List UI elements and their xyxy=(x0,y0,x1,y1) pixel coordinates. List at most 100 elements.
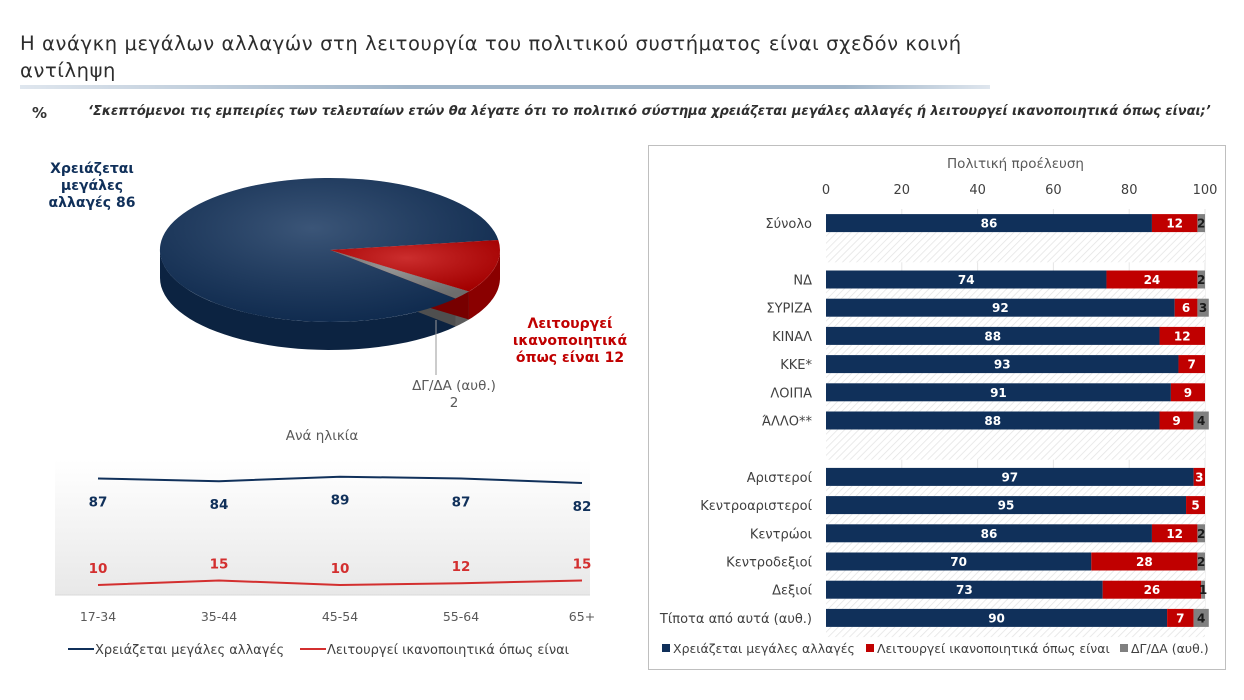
bar-segment-2 xyxy=(1193,608,1209,627)
chart-title: Ανά ηλικία xyxy=(286,428,359,444)
bar-value-label: 7 xyxy=(1176,611,1184,625)
bar-value-label: 12 xyxy=(1166,217,1183,231)
bar-segment-2 xyxy=(1197,552,1205,571)
bar-segment-1 xyxy=(1193,467,1205,486)
bar-value-label: 2 xyxy=(1197,527,1205,541)
bar-value-label: 5 xyxy=(1191,499,1199,513)
title-underline xyxy=(20,85,990,89)
data-label: 87 xyxy=(452,495,471,511)
row-label: Κεντροαριστεροί xyxy=(700,499,812,514)
pie-label-0: Χρειάζεται μεγάλες αλλαγές 86 xyxy=(49,161,136,211)
bar-value-label: 91 xyxy=(990,386,1007,400)
legend-label-1: Λειτουργεί ικανοποιητικά όπως είναι xyxy=(327,643,569,658)
row-band xyxy=(826,598,1205,609)
x-tick-label: 80 xyxy=(1121,183,1138,198)
bar-value-label: 7 xyxy=(1188,358,1196,372)
data-label: 15 xyxy=(573,557,592,573)
bar-segment-1 xyxy=(1106,270,1198,289)
pie-label-1: Λειτουργεί ικανοποιητικά όπως είναι 12 xyxy=(513,316,628,366)
pie-chart: Χρειάζεται μεγάλες αλλαγές 86 Λειτουργεί ικα… xyxy=(49,161,628,411)
bar-value-label: 28 xyxy=(1136,555,1153,569)
spacer-row xyxy=(826,437,1205,460)
row-band xyxy=(826,316,1205,327)
bar-value-label: 88 xyxy=(984,329,1001,343)
bar-segment-0 xyxy=(826,355,1179,374)
bar-segment-2 xyxy=(1197,270,1205,289)
row-band xyxy=(826,344,1205,356)
bar-value-label: 4 xyxy=(1197,414,1205,428)
bar-segment-0 xyxy=(826,524,1152,543)
bar-value-label: 90 xyxy=(988,611,1005,625)
bar-value-label: 12 xyxy=(1174,329,1191,343)
chart-title: Πολιτική προέλευση xyxy=(947,156,1084,172)
row-band xyxy=(826,232,1205,243)
legend-label-2: ΔΓ/ΔΑ (αυθ.) xyxy=(1131,641,1209,656)
page-title: Η ανάγκη μεγάλων αλλαγών στη λειτουργία … xyxy=(20,32,962,82)
x-tick-label: 35-44 xyxy=(201,609,237,624)
data-label: 87 xyxy=(89,495,108,511)
data-label: 10 xyxy=(89,561,108,577)
row-band xyxy=(826,429,1205,440)
pie-label-line: 2 xyxy=(450,395,459,411)
bar-value-label: 24 xyxy=(1144,273,1161,287)
bar-segment-2 xyxy=(1197,214,1205,233)
bar-segment-1 xyxy=(1151,214,1198,233)
row-label: ΝΔ xyxy=(793,274,812,289)
row-label: ΛΟΙΠΑ xyxy=(770,386,812,401)
data-label: 82 xyxy=(573,499,592,515)
bar-segment-0 xyxy=(826,383,1171,402)
bar-segment-2 xyxy=(1197,298,1209,317)
row-band xyxy=(826,288,1205,299)
bar-value-label: 88 xyxy=(984,414,1001,428)
bar-value-label: 93 xyxy=(994,358,1011,372)
pie-label-line: ικανοποιητικά xyxy=(513,333,628,349)
bar-segment-0 xyxy=(826,580,1103,599)
row-band xyxy=(826,514,1205,525)
bar-segment-1 xyxy=(1186,496,1205,515)
bar-value-label: 2 xyxy=(1197,555,1205,569)
bar-segment-0 xyxy=(826,608,1168,627)
legend-swatch-2 xyxy=(1120,644,1128,652)
row-label: Κεντρώοι xyxy=(750,527,812,542)
x-tick-label: 100 xyxy=(1193,183,1218,198)
bar-segment-0 xyxy=(826,496,1187,515)
row-label: Αριστεροί xyxy=(747,471,813,486)
bar-segment-1 xyxy=(1151,524,1198,543)
bar-value-label: 70 xyxy=(950,555,967,569)
legend-label-0: Χρειάζεται μεγάλες αλλαγές xyxy=(95,643,284,658)
legend-label-0: Χρειάζεται μεγάλες αλλαγές xyxy=(673,641,855,656)
bar-segment-1 xyxy=(1091,552,1198,571)
legend-swatch-0 xyxy=(662,644,670,652)
bar-value-label: 97 xyxy=(1001,470,1018,484)
legend-swatch-1 xyxy=(866,644,874,652)
data-label: 15 xyxy=(210,557,229,573)
pie-side-1 xyxy=(468,250,500,320)
bar-value-label: 6 xyxy=(1182,301,1190,315)
pie-label-line: αλλαγές 86 xyxy=(49,195,136,211)
bar-segment-0 xyxy=(826,270,1107,289)
data-label: 12 xyxy=(452,559,471,575)
bar-value-label: 2 xyxy=(1197,217,1205,231)
bar-segment-0 xyxy=(826,298,1175,317)
bar-value-label: 86 xyxy=(981,527,998,541)
pie-label-line: μεγάλες xyxy=(61,178,123,194)
bar-segment-2 xyxy=(1193,411,1209,430)
bar-segment-0 xyxy=(826,552,1092,571)
bar-segment-1 xyxy=(1174,298,1198,317)
bar-value-label: 74 xyxy=(958,273,975,287)
bar-segment-1 xyxy=(1170,383,1205,402)
line-series-1 xyxy=(97,579,583,587)
row-label: Τίποτα από αυτά (αυθ.) xyxy=(659,612,812,627)
percent-symbol: % xyxy=(32,104,48,122)
bar-value-label: 95 xyxy=(998,499,1015,513)
x-tick-label: 40 xyxy=(969,183,986,198)
spacer-row xyxy=(826,240,1205,263)
pie-label-line: ΔΓ/ΔΑ (αυθ.) xyxy=(412,378,496,394)
row-band xyxy=(826,542,1205,553)
bar-value-label: 86 xyxy=(981,217,998,231)
bar-segment-0 xyxy=(826,467,1194,486)
row-label: Κεντροδεξιοί xyxy=(726,556,812,571)
bar-value-label: 4 xyxy=(1197,611,1205,625)
plot-background xyxy=(55,460,590,595)
row-label: Σύνολο xyxy=(765,217,812,232)
